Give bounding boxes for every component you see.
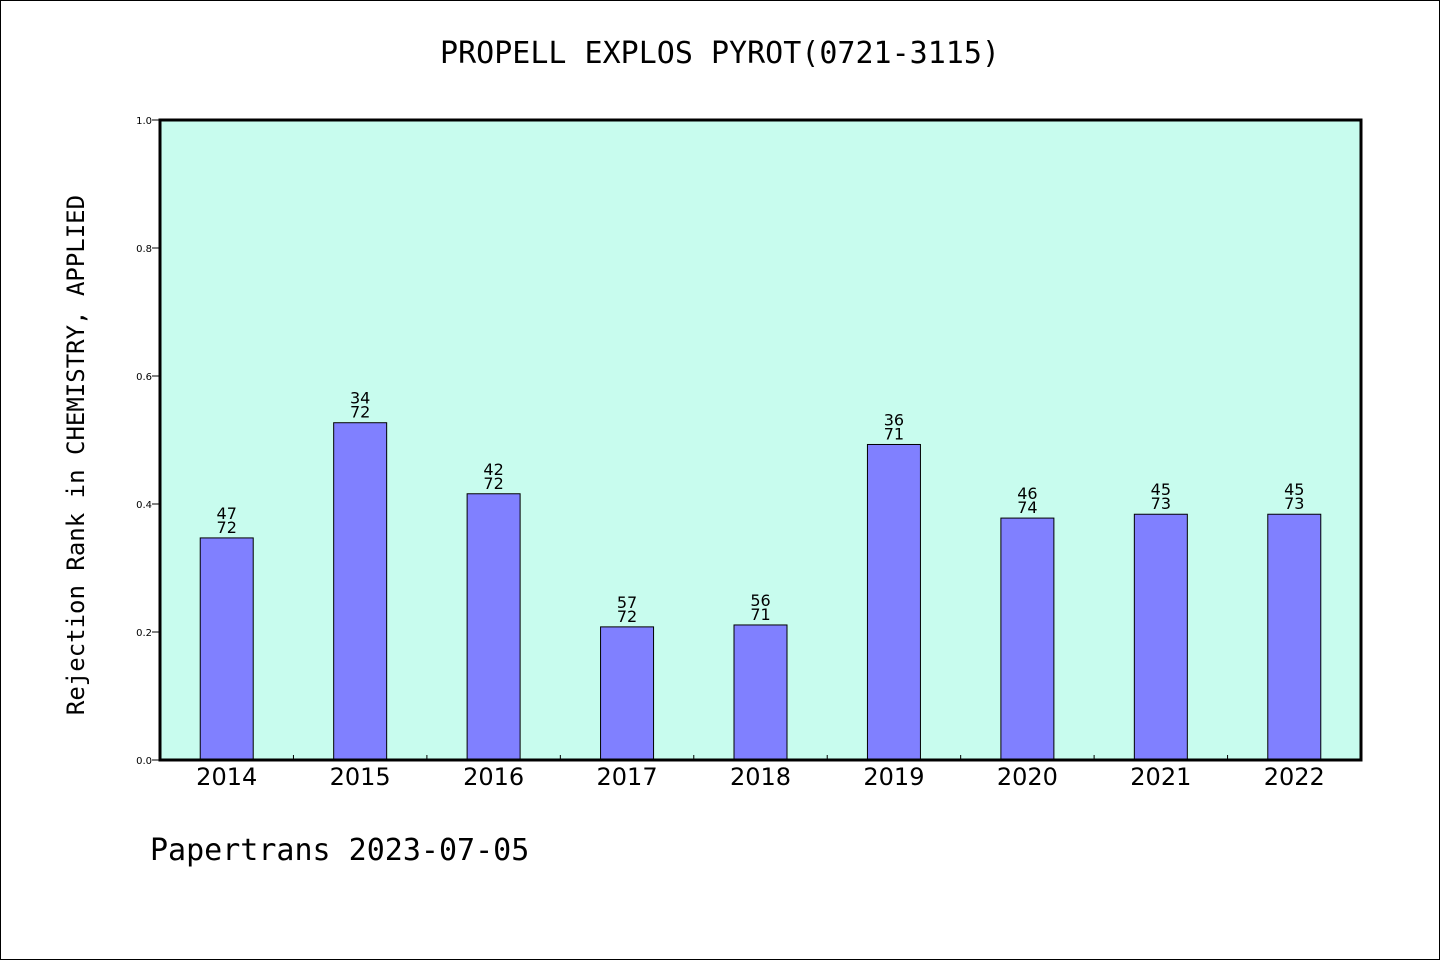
x-tick-label: 2018 [730, 763, 791, 791]
data-label-bottom: 72 [483, 474, 503, 493]
data-label-top: 47 [217, 504, 237, 523]
data-label-top: 45 [1284, 480, 1304, 499]
data-label-top: 46 [1017, 484, 1037, 503]
y-tick-label: 1.0 [136, 116, 152, 127]
x-tick-label: 2020 [997, 763, 1058, 791]
plot-border [158, 118, 1363, 762]
x-tick-label: 2016 [463, 763, 524, 791]
data-label-top: 42 [483, 460, 503, 479]
x-axis: 2014 2015 2016 2017 2018 2019 2020 2021 2022 [196, 755, 1325, 791]
data-label-bottom: 73 [1151, 494, 1171, 513]
x-tick-label: 2021 [1130, 763, 1191, 791]
x-tick-label: 2019 [863, 763, 924, 791]
bar-2016 [466, 493, 521, 761]
x-tick-label: 2015 [330, 763, 391, 791]
y-tick-label: 0.2 [136, 628, 152, 639]
footer-text: Papertrans 2023-07-05 [150, 833, 530, 868]
data-label-top: 36 [884, 410, 904, 429]
y-tick-label: 0.6 [136, 372, 152, 383]
y-tick-label: 0.4 [136, 500, 152, 511]
bar-2022 [1267, 513, 1322, 761]
data-label-bottom: 73 [1284, 494, 1304, 513]
y-tick-label: 0.8 [136, 244, 152, 255]
x-tick-label: 2017 [597, 763, 658, 791]
y-axis: 0.0 0.2 0.4 0.6 0.8 1.0 [136, 116, 160, 767]
data-label-top: 34 [350, 389, 370, 408]
data-label-bottom: 71 [884, 424, 904, 443]
bar-2017 [600, 626, 655, 761]
bars [199, 422, 1322, 761]
data-label-top: 57 [617, 593, 637, 612]
data-label-bottom: 72 [217, 518, 237, 537]
bar-2020 [1000, 517, 1055, 761]
data-label-top: 45 [1151, 480, 1171, 499]
bar-2018 [733, 624, 788, 761]
data-label-bottom: 74 [1017, 498, 1037, 517]
data-label-bottom: 71 [750, 605, 770, 624]
x-tick-label: 2014 [196, 763, 257, 791]
data-label-bottom: 72 [617, 607, 637, 626]
bar-2019 [866, 443, 921, 761]
bar-2015 [333, 422, 388, 761]
y-tick-label: 0.0 [136, 756, 152, 767]
data-label-top: 56 [750, 591, 770, 610]
x-tick-label: 2022 [1264, 763, 1325, 791]
data-label-bottom: 72 [350, 403, 370, 422]
bar-2014 [199, 537, 254, 761]
chart-title: PROPELL EXPLOS PYROT(0721-3115) [440, 36, 1000, 71]
bar-2021 [1133, 513, 1188, 761]
